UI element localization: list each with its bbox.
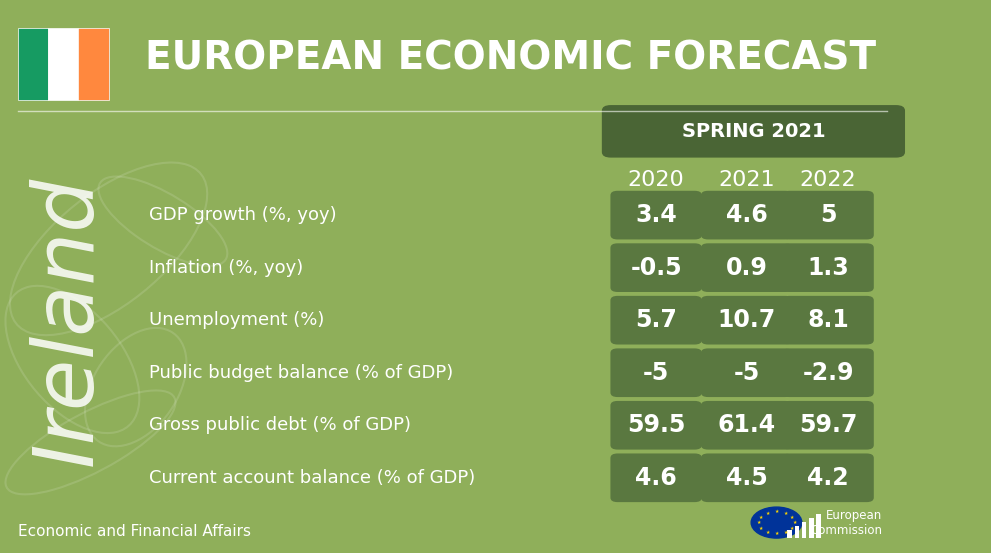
Text: ★: ★ bbox=[759, 525, 763, 531]
Text: Inflation (%, yoy): Inflation (%, yoy) bbox=[150, 259, 303, 276]
Text: ★: ★ bbox=[759, 514, 763, 520]
FancyBboxPatch shape bbox=[782, 453, 874, 502]
Text: -5: -5 bbox=[643, 361, 669, 385]
Text: ★: ★ bbox=[783, 530, 788, 535]
FancyBboxPatch shape bbox=[78, 28, 109, 100]
Text: EUROPEAN ECONOMIC FORECAST: EUROPEAN ECONOMIC FORECAST bbox=[145, 39, 876, 77]
FancyBboxPatch shape bbox=[610, 453, 702, 502]
Text: 2022: 2022 bbox=[800, 170, 856, 190]
Circle shape bbox=[751, 507, 802, 538]
Text: Gross public debt (% of GDP): Gross public debt (% of GDP) bbox=[150, 416, 411, 434]
FancyBboxPatch shape bbox=[802, 522, 807, 538]
Text: 4.6: 4.6 bbox=[725, 203, 767, 227]
FancyBboxPatch shape bbox=[610, 191, 702, 239]
Text: SPRING 2021: SPRING 2021 bbox=[682, 122, 826, 140]
FancyBboxPatch shape bbox=[610, 401, 702, 450]
FancyBboxPatch shape bbox=[701, 348, 793, 397]
FancyBboxPatch shape bbox=[701, 243, 793, 292]
Text: ★: ★ bbox=[756, 520, 760, 525]
Text: ★: ★ bbox=[793, 520, 797, 525]
Text: GDP growth (%, yoy): GDP growth (%, yoy) bbox=[150, 206, 337, 224]
FancyBboxPatch shape bbox=[701, 401, 793, 450]
Text: Ireland: Ireland bbox=[28, 176, 108, 466]
Text: 59.7: 59.7 bbox=[799, 413, 857, 437]
FancyBboxPatch shape bbox=[782, 348, 874, 397]
Text: 10.7: 10.7 bbox=[717, 308, 776, 332]
Text: 0.9: 0.9 bbox=[725, 255, 768, 280]
Text: ★: ★ bbox=[765, 530, 770, 535]
Text: 3.4: 3.4 bbox=[635, 203, 677, 227]
FancyBboxPatch shape bbox=[610, 348, 702, 397]
FancyBboxPatch shape bbox=[701, 453, 793, 502]
Text: European
Commission: European Commission bbox=[811, 509, 882, 536]
Text: ★: ★ bbox=[774, 531, 779, 536]
Text: 59.5: 59.5 bbox=[627, 413, 686, 437]
Text: 4.6: 4.6 bbox=[635, 466, 677, 490]
FancyBboxPatch shape bbox=[788, 530, 792, 538]
FancyBboxPatch shape bbox=[795, 526, 799, 538]
Text: 2021: 2021 bbox=[718, 170, 775, 190]
FancyBboxPatch shape bbox=[782, 296, 874, 345]
Text: Economic and Financial Affairs: Economic and Financial Affairs bbox=[18, 524, 251, 539]
FancyBboxPatch shape bbox=[782, 191, 874, 239]
Text: 61.4: 61.4 bbox=[717, 413, 776, 437]
Text: 1.3: 1.3 bbox=[808, 255, 849, 280]
Text: -2.9: -2.9 bbox=[803, 361, 854, 385]
Text: Current account balance (% of GDP): Current account balance (% of GDP) bbox=[150, 469, 476, 487]
FancyBboxPatch shape bbox=[610, 243, 702, 292]
FancyBboxPatch shape bbox=[701, 296, 793, 345]
Text: 8.1: 8.1 bbox=[808, 308, 849, 332]
Text: 2020: 2020 bbox=[627, 170, 685, 190]
FancyBboxPatch shape bbox=[610, 296, 702, 345]
FancyBboxPatch shape bbox=[602, 105, 905, 158]
FancyBboxPatch shape bbox=[701, 191, 793, 239]
FancyBboxPatch shape bbox=[18, 28, 49, 100]
Text: 5: 5 bbox=[820, 203, 836, 227]
FancyBboxPatch shape bbox=[782, 243, 874, 292]
FancyBboxPatch shape bbox=[49, 28, 78, 100]
Text: 4.2: 4.2 bbox=[808, 466, 849, 490]
Text: ★: ★ bbox=[783, 510, 788, 515]
FancyBboxPatch shape bbox=[817, 514, 821, 538]
Text: ★: ★ bbox=[790, 525, 795, 531]
Text: 5.7: 5.7 bbox=[635, 308, 677, 332]
Text: ★: ★ bbox=[765, 510, 770, 515]
FancyBboxPatch shape bbox=[782, 401, 874, 450]
Text: 4.5: 4.5 bbox=[725, 466, 767, 490]
Text: -5: -5 bbox=[733, 361, 760, 385]
Text: Unemployment (%): Unemployment (%) bbox=[150, 311, 325, 329]
Text: ★: ★ bbox=[774, 509, 779, 514]
FancyBboxPatch shape bbox=[809, 518, 814, 538]
Text: ★: ★ bbox=[790, 514, 795, 520]
Text: Public budget balance (% of GDP): Public budget balance (% of GDP) bbox=[150, 364, 454, 382]
Text: -0.5: -0.5 bbox=[630, 255, 682, 280]
